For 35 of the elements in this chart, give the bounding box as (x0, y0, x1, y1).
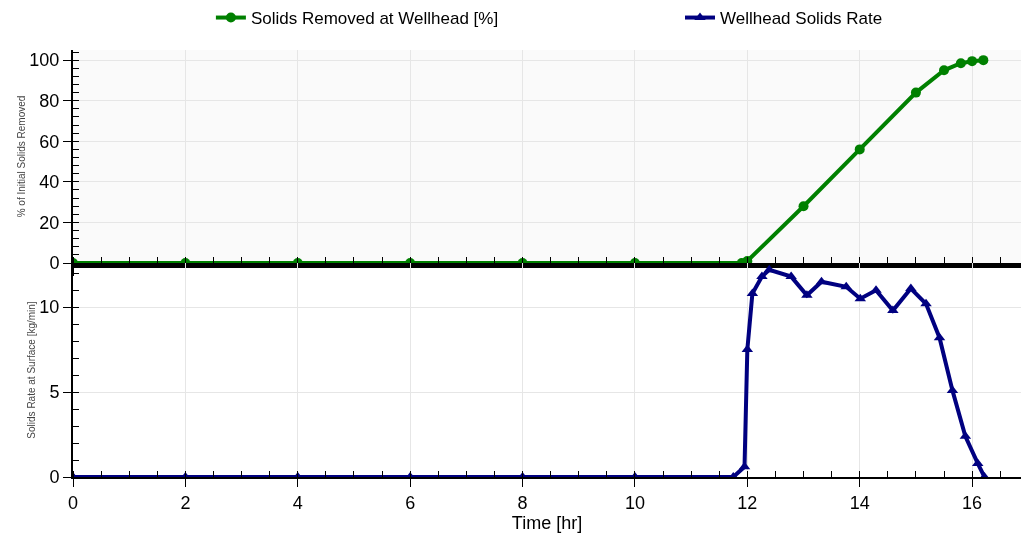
x-tick-label: 2 (180, 492, 191, 513)
point (785, 271, 797, 280)
x-axis-title: Time [hr] (511, 512, 583, 533)
point (910, 87, 921, 98)
y-axis-title: % of Initial Solids Removed (15, 95, 27, 218)
y-tick-label: 100 (29, 50, 60, 71)
point (887, 305, 899, 314)
legend-label: Solids Removed at Wellhead [%] (250, 9, 499, 29)
point (798, 201, 809, 212)
y-tick-label: 0 (49, 467, 60, 488)
x-tick-label: 8 (517, 492, 528, 513)
y-tick-label: 60 (39, 131, 60, 152)
point (920, 298, 932, 307)
legend-label: Wellhead Solids Rate (720, 9, 883, 29)
y-tick-label: 80 (39, 91, 60, 112)
y-tick-label: 20 (39, 212, 60, 233)
x-tick-label: 10 (624, 492, 645, 513)
point (854, 144, 865, 155)
y-tick-label: 40 (39, 172, 60, 193)
y-axis-title: Solids Rate at Surface [kg/min] (25, 301, 37, 439)
point (978, 55, 989, 66)
y-tick-label: 10 (39, 297, 60, 318)
x-tick-label: 16 (962, 492, 983, 513)
x-tick-label: 12 (737, 492, 758, 513)
point (939, 65, 950, 76)
point (967, 56, 978, 67)
point (742, 255, 753, 263)
x-tick-label: 14 (849, 492, 870, 513)
y-tick-label: 0 (49, 253, 60, 274)
point (955, 58, 966, 69)
x-tick-label: 4 (292, 492, 303, 513)
x-tick-label: 0 (67, 492, 79, 513)
point (756, 271, 768, 280)
y-tick-label: 5 (49, 382, 60, 403)
x-tick-label: 6 (405, 492, 416, 513)
